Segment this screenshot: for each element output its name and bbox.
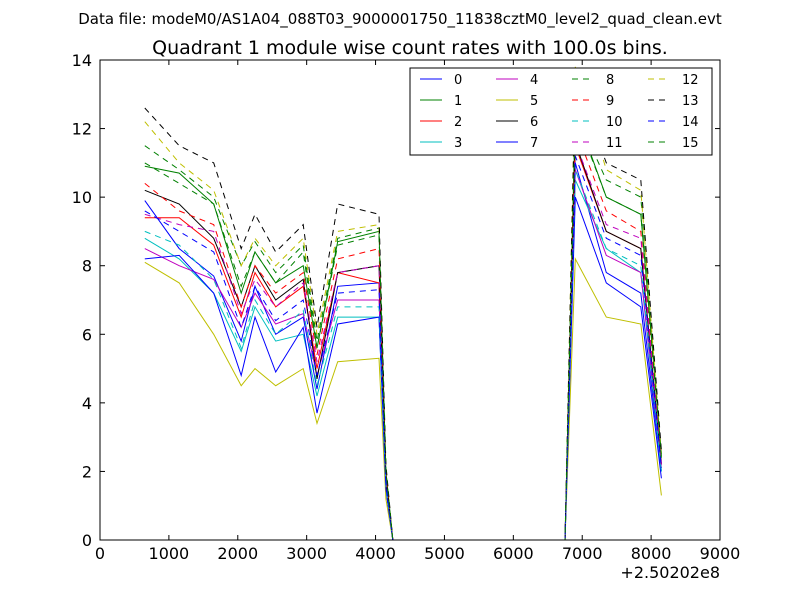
series-line-6	[144, 142, 662, 540]
y-tick-label: 8	[82, 257, 92, 276]
series-line-4	[144, 169, 662, 540]
plot-frame	[99, 59, 721, 541]
legend-label-8: 8	[606, 73, 614, 88]
series-line-2	[144, 145, 662, 540]
x-tick-label: 2000	[217, 544, 258, 563]
legend-label-1: 1	[454, 94, 462, 109]
x-tick-label: 8000	[631, 544, 672, 563]
legend-label-10: 10	[606, 115, 623, 130]
y-tick-label: 14	[72, 51, 92, 70]
legend-label-7: 7	[530, 136, 538, 151]
y-tick-label: 4	[82, 394, 92, 413]
legend-label-3: 3	[454, 136, 462, 151]
series-line-1	[144, 111, 662, 540]
legend-label-9: 9	[606, 94, 614, 109]
series-line-14	[144, 155, 662, 540]
series-layer	[144, 66, 662, 540]
legend-label-5: 5	[530, 94, 538, 109]
suptitle: Data file: modeM0/AS1A04_088T03_90000017…	[78, 10, 722, 29]
y-tick-label: 6	[82, 325, 92, 344]
legend-label-13: 13	[682, 94, 699, 109]
series-line-9	[144, 128, 662, 540]
series-line-15	[144, 114, 662, 540]
x-tick-label: 0	[95, 544, 105, 563]
y-tick-label: 12	[72, 120, 92, 139]
legend-label-4: 4	[530, 73, 538, 88]
x-axis: 0 1000 2000 3000 4000 5000 6000 7000 8000 9000	[95, 60, 740, 563]
legend-label-6: 6	[530, 115, 538, 130]
series-line-5	[144, 257, 662, 540]
chart-title: Quadrant 1 module wise count rates with …	[152, 37, 668, 59]
x-offset-label: +2.50202e8	[620, 563, 720, 582]
x-tick-label: 7000	[562, 544, 603, 563]
legend-label-0: 0	[454, 73, 462, 88]
series-line-7	[144, 196, 662, 540]
x-tick-label: 1000	[149, 544, 190, 563]
legend-label-11: 11	[606, 136, 623, 151]
y-tick-label: 10	[72, 188, 92, 207]
legend-frame	[409, 67, 713, 156]
legend-label-15: 15	[682, 136, 699, 151]
x-tick-label: 9000	[700, 544, 741, 563]
series-line-3	[144, 179, 662, 540]
x-tick-label: 6000	[493, 544, 534, 563]
x-tick-label: 5000	[424, 544, 465, 563]
legend-label-14: 14	[682, 115, 699, 130]
series-line-10	[144, 169, 662, 540]
series-line-8	[144, 111, 662, 540]
series-line-11	[144, 142, 662, 540]
y-tick-label: 2	[82, 462, 92, 481]
legend-label-2: 2	[454, 115, 462, 130]
x-tick-label: 3000	[286, 544, 327, 563]
x-tick-label: 4000	[355, 544, 396, 563]
legend-label-12: 12	[682, 73, 699, 88]
y-tick-label: 0	[82, 531, 92, 550]
